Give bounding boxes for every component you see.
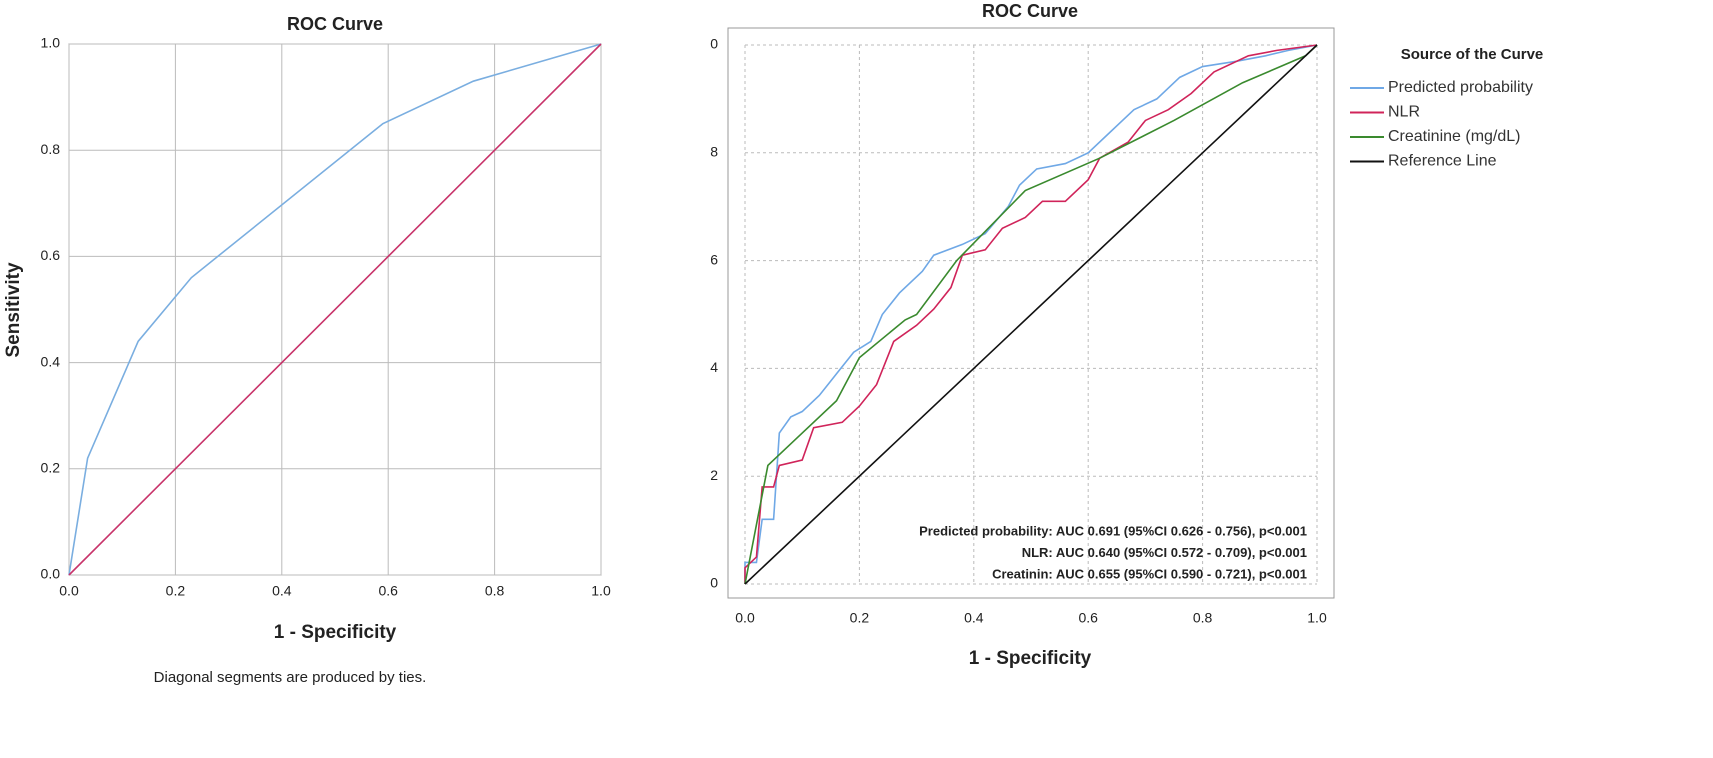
roc-line xyxy=(68,43,602,576)
legend-title: Source of the Curve xyxy=(1401,46,1544,63)
annotation: Predicted probability: AUC 0.691 (95%CI … xyxy=(919,523,1307,538)
roc-line xyxy=(68,43,602,576)
y-tick-label: 4 xyxy=(710,359,718,375)
y-axis-label: Sensitivity xyxy=(3,262,24,357)
legend-label: Predicted probability xyxy=(1388,79,1533,96)
x-axis-label: 1 - Specificity xyxy=(969,648,1092,669)
annotation: Creatinin: AUC 0.655 (95%CI 0.590 - 0.72… xyxy=(992,566,1307,581)
x-tick-label: 0.4 xyxy=(272,583,292,599)
legend-label: Reference Line xyxy=(1388,153,1497,170)
footnote: Diagonal segments are produced by ties. xyxy=(154,669,427,686)
x-tick-label: 0.0 xyxy=(735,610,755,626)
plot-frame xyxy=(727,27,1335,599)
x-tick-label: 1.0 xyxy=(1307,610,1327,626)
chart-title: ROC Curve xyxy=(982,1,1078,21)
roc-line xyxy=(744,44,1318,584)
x-tick-label: 0.0 xyxy=(59,583,79,599)
annotation: NLR: AUC 0.640 (95%CI 0.572 - 0.709), p<… xyxy=(1022,545,1307,560)
y-tick-label: 0.2 xyxy=(41,460,61,476)
x-tick-label: 0.8 xyxy=(485,583,505,599)
x-tick-label: 1.0 xyxy=(591,583,611,599)
y-tick-label: 6 xyxy=(710,251,718,267)
x-tick-label: 0.6 xyxy=(378,583,398,599)
x-tick-label: 0.2 xyxy=(850,610,870,626)
chart-title: ROC Curve xyxy=(287,14,383,34)
roc-line xyxy=(744,44,1318,585)
y-tick-label: 2 xyxy=(710,467,718,483)
y-tick-label: 0.8 xyxy=(41,141,61,157)
y-tick-label: 0 xyxy=(710,36,718,52)
roc-line xyxy=(744,44,1318,585)
x-tick-label: 0.4 xyxy=(964,610,984,626)
legend-label: Creatinine (mg/dL) xyxy=(1388,128,1521,145)
y-tick-label: 0.6 xyxy=(41,247,61,263)
x-tick-label: 0.2 xyxy=(166,583,186,599)
x-tick-label: 0.6 xyxy=(1078,610,1098,626)
x-axis-label: 1 - Specificity xyxy=(274,622,397,643)
y-tick-label: 0.4 xyxy=(41,353,61,369)
legend-label: NLR xyxy=(1388,104,1420,121)
y-tick-label: 0.0 xyxy=(41,566,61,582)
y-tick-label: 1.0 xyxy=(41,35,61,51)
y-tick-label: 0 xyxy=(710,575,718,591)
x-tick-label: 0.8 xyxy=(1193,610,1213,626)
y-tick-label: 8 xyxy=(710,144,718,160)
